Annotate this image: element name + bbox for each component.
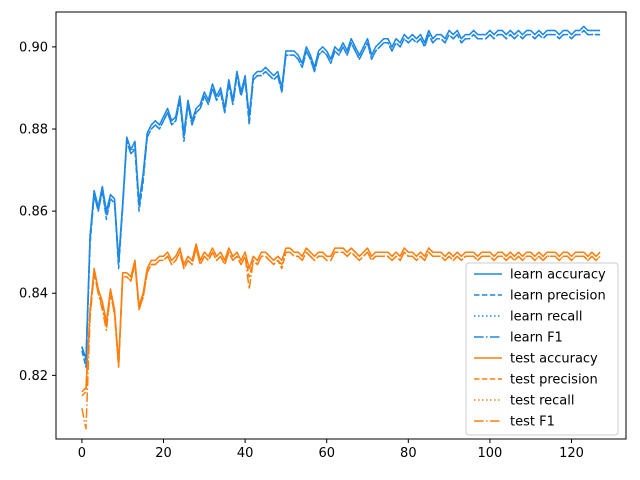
x-tick-label: 120 — [559, 446, 584, 461]
y-tick-label: 0.82 — [19, 369, 48, 384]
legend-label-test-recall: test recall — [510, 394, 575, 409]
y-tick-label: 0.86 — [19, 205, 48, 220]
legend-box — [465, 262, 619, 436]
x-tick-label: 20 — [155, 446, 172, 461]
series-line-test-recall — [81, 243, 601, 393]
legend-label-test-accuracy: test accuracy — [510, 352, 598, 367]
y-tick-label: 0.90 — [19, 40, 48, 55]
legend-label-learn-f1: learn F1 — [510, 331, 563, 346]
legend-label-learn-precision: learn precision — [510, 289, 606, 304]
legend-label-test-precision: test precision — [510, 373, 598, 388]
x-tick-label: 60 — [318, 446, 335, 461]
legend-label-test-f1: test F1 — [510, 415, 555, 430]
series-layer — [81, 25, 601, 430]
series-line-learn-recall — [81, 25, 601, 360]
x-tick-label: 80 — [400, 446, 417, 461]
x-axis: 0 20 40 60 80 100 120 — [78, 439, 584, 461]
y-axis: 0.82 0.84 0.86 0.88 0.90 — [19, 40, 56, 384]
x-tick-label: 100 — [478, 446, 503, 461]
y-tick-label: 0.84 — [19, 287, 48, 302]
legend: learn accuracy learn precision learn recal… — [465, 262, 619, 436]
series-line-learn-f1 — [81, 29, 601, 364]
legend-label-learn-accuracy: learn accuracy — [510, 268, 606, 283]
plot-frame — [55, 11, 627, 440]
series-line-test-f1 — [81, 247, 601, 430]
x-tick-label: 0 — [78, 446, 86, 461]
x-tick-label: 40 — [237, 446, 254, 461]
y-tick-label: 0.88 — [19, 123, 48, 138]
legend-label-learn-recall: learn recall — [510, 310, 582, 325]
